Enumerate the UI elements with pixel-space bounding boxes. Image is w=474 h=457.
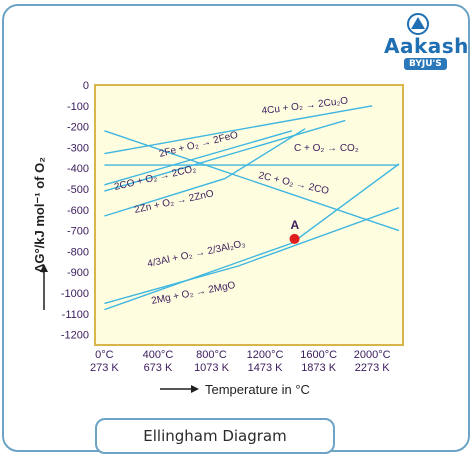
y-tick-label: -700 bbox=[67, 226, 89, 238]
y-tick-label: -600 bbox=[67, 205, 89, 217]
x-tick-label-kelvin: 1473 K bbox=[248, 362, 284, 374]
x-tick-label-celsius: 2000°C bbox=[354, 349, 391, 361]
y-axis-label: ΔG°/kJ mol⁻¹ of O₂ bbox=[32, 157, 47, 273]
y-tick-label: -1200 bbox=[61, 330, 89, 342]
y-tick-label: -1100 bbox=[62, 309, 89, 321]
x-tick-label-celsius: 800°C bbox=[196, 349, 227, 361]
brand-logo: Aakash bbox=[384, 34, 469, 58]
reaction-line bbox=[104, 207, 400, 305]
y-tick-label: -800 bbox=[67, 246, 89, 258]
x-tick-label-celsius: 1200°C bbox=[247, 349, 284, 361]
x-tick-label-kelvin: 2273 K bbox=[355, 362, 391, 374]
plot-area bbox=[94, 84, 404, 346]
reaction-line bbox=[104, 128, 306, 217]
y-tick-label: -100 bbox=[67, 101, 89, 113]
reaction-line bbox=[104, 130, 400, 232]
x-tick-label-kelvin: 1873 K bbox=[301, 362, 337, 374]
y-axis-arrow bbox=[40, 264, 48, 310]
y-tick-label: -300 bbox=[67, 142, 89, 154]
diagram-caption: Ellingham Diagram bbox=[143, 427, 287, 445]
reaction-label-c-co2: C + O₂ → CO₂ bbox=[294, 143, 359, 154]
y-tick-label: -1000 bbox=[61, 288, 89, 300]
y-tick-label: -200 bbox=[67, 122, 89, 134]
brand-sub-logo: BYJU'S bbox=[404, 58, 447, 70]
x-tick-label-kelvin: 273 K bbox=[90, 362, 119, 374]
y-axis-ticks: 0 -100 -200 -300 -400 -500 -600 -700 -800 -900 -10… bbox=[61, 80, 89, 342]
y-tick-label: -400 bbox=[67, 163, 89, 175]
x-tick-label-celsius: 400°C bbox=[143, 349, 174, 361]
caption-box: Ellingham Diagram bbox=[95, 418, 335, 454]
y-tick-label: -900 bbox=[67, 267, 89, 279]
reaction-line bbox=[104, 130, 293, 186]
point-a-marker bbox=[289, 233, 300, 244]
y-tick-label: 0 bbox=[83, 80, 89, 92]
y-tick-label: -500 bbox=[67, 184, 89, 196]
triangle-logo-icon bbox=[407, 13, 429, 35]
x-tick-label-kelvin: 1073 K bbox=[194, 362, 230, 374]
x-tick-label-celsius: 0°C bbox=[95, 349, 114, 361]
x-axis-arrow bbox=[160, 385, 199, 393]
x-tick-label-kelvin: 673 K bbox=[144, 362, 173, 374]
reaction-line bbox=[104, 119, 346, 192]
x-tick-label-celsius: 1600°C bbox=[300, 349, 337, 361]
point-a-label: A bbox=[291, 218, 300, 232]
x-axis-label: Temperature in °C bbox=[205, 382, 310, 397]
